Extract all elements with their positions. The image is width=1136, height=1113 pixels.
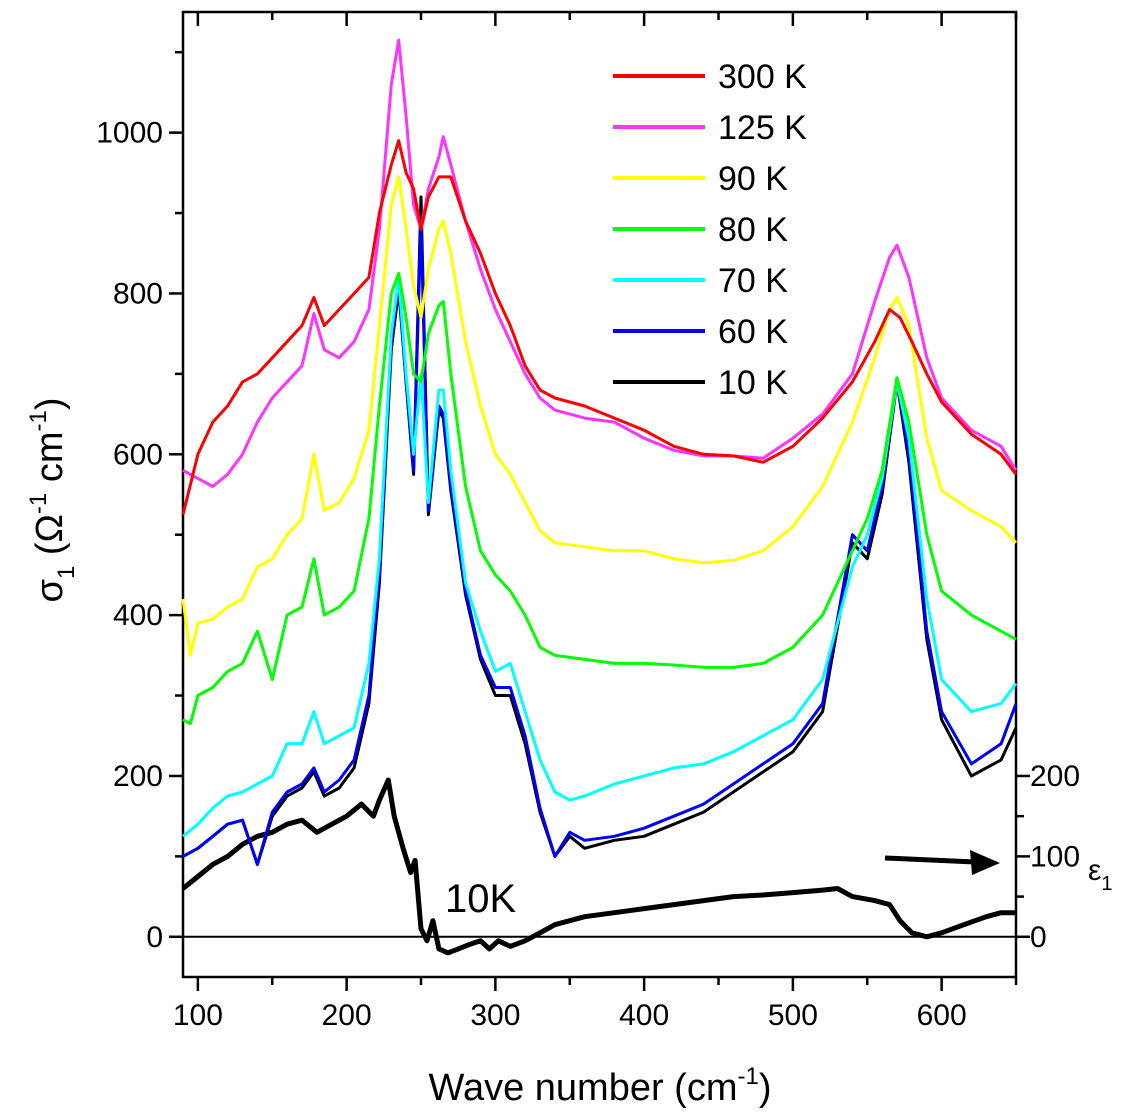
x-tick-label: 600 — [917, 999, 967, 1032]
series-line-10-k — [182, 195, 1018, 866]
legend-label: 60 K — [718, 313, 788, 351]
right-tick-label: 0 — [1030, 921, 1047, 954]
x-axis-title-sup: -1 — [738, 1063, 759, 1090]
series-line-300-k — [181, 139, 1018, 515]
y-tick-label: 200 — [113, 760, 163, 793]
series-line-60-k — [182, 219, 1018, 866]
y-axis-sigma: σ — [29, 579, 71, 602]
right-tick-label: 100 — [1030, 840, 1080, 873]
x-tick-label: 300 — [470, 999, 520, 1032]
x-tick-label: 500 — [768, 999, 818, 1032]
legend-label: 125 K — [718, 109, 807, 147]
y-axis-title: σ1 (Ω-1 cm-1) — [25, 398, 80, 603]
legend-label: 300 K — [718, 58, 807, 96]
y-axis-sup: -1 — [25, 493, 52, 514]
x-axis-title: Wave number (cm-1) — [429, 1063, 772, 1109]
right-axis-label-sub: 1 — [1101, 873, 1112, 895]
y-axis-close: ) — [29, 398, 71, 411]
x-tick-label: 100 — [173, 999, 223, 1032]
axis-ticks: 100 200 300 400 500 600 0 200 400 600 800 1000 0 100 2… — [96, 12, 1080, 1032]
legend-label: 10 K — [718, 364, 788, 402]
series-line-80-k — [182, 271, 1017, 726]
y-tick-label: 0 — [146, 921, 163, 954]
series-line-125-k — [182, 38, 1018, 488]
right-axis-label-text: ε — [1088, 854, 1101, 887]
legend-label: 70 K — [718, 262, 788, 300]
right-tick-label: 200 — [1030, 760, 1080, 793]
x-axis-title-close: ) — [759, 1067, 772, 1109]
plot-frame — [181, 10, 1018, 979]
y-tick-label: 1000 — [96, 117, 163, 150]
y-axis-sub: 1 — [53, 566, 80, 579]
right-arrow-icon — [884, 850, 1000, 875]
y-axis-open: (Ω — [29, 514, 71, 566]
series-line-70-k — [182, 275, 1018, 838]
y-axis-rest: cm — [29, 432, 71, 493]
legend-label: 80 K — [718, 211, 788, 249]
y-tick-label: 400 — [113, 599, 163, 632]
right-axis-label: ε1 — [1088, 854, 1113, 895]
series-layer — [181, 38, 1018, 956]
y-tick-label: 800 — [113, 277, 163, 310]
y-axis-sup2: -1 — [25, 410, 52, 431]
series-line-epsilon1 — [181, 777, 1016, 956]
x-axis-title-text: Wave number (cm — [429, 1067, 738, 1109]
series-line-90-k — [181, 175, 1018, 657]
x-tick-label: 200 — [322, 999, 372, 1032]
legend-label: 90 K — [718, 160, 788, 198]
x-tick-label: 400 — [619, 999, 669, 1032]
y-tick-label: 600 — [113, 438, 163, 471]
legend: 300 K 125 K 90 K 80 K 70 K 60 K 10 K — [613, 58, 807, 402]
annotation-10k: 10K — [445, 877, 516, 921]
